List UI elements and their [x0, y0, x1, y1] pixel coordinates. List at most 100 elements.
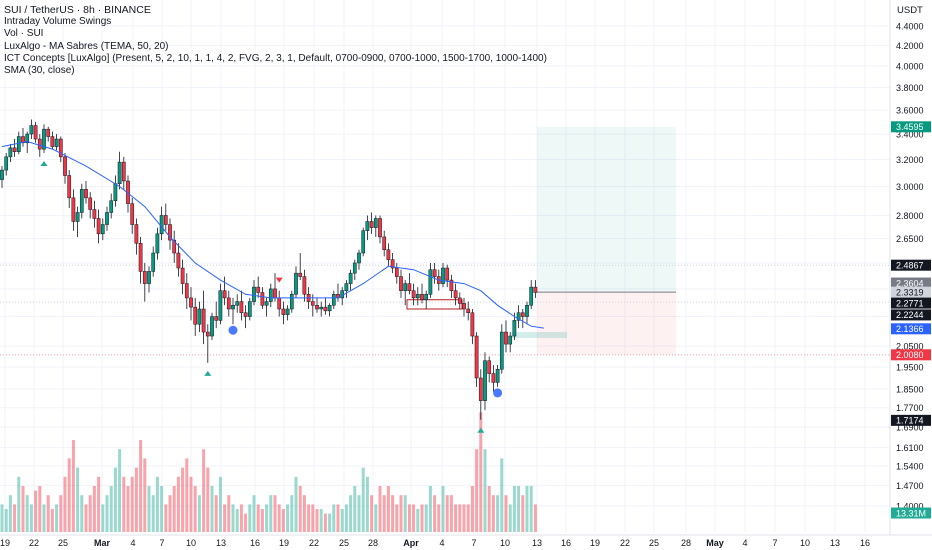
candle-body	[487, 360, 492, 374]
volume-bar	[76, 467, 80, 532]
volume-bar	[113, 467, 117, 532]
candle-body	[29, 125, 34, 135]
sabre-marker	[228, 325, 238, 335]
candle-body	[289, 294, 294, 310]
volume-bar	[13, 504, 17, 532]
candle-body	[134, 224, 139, 244]
symbol-title[interactable]: SUI / TetherUS · 8h · BINANCE	[4, 4, 151, 16]
time-tick-label: Mar	[94, 538, 111, 548]
price-tick-label: 2.8000	[896, 211, 924, 221]
currency-label[interactable]: USDT	[897, 5, 923, 16]
candle-body	[231, 305, 235, 310]
indicator-volume[interactable]: Vol · SUI	[4, 28, 44, 40]
candle-body	[348, 272, 353, 284]
grid	[0, 0, 890, 532]
candle-body	[25, 133, 30, 144]
candle-body	[331, 294, 336, 306]
volume-bar	[512, 486, 516, 532]
indicator-intraday-volume-swings[interactable]: Intraday Volume Swings	[4, 16, 112, 28]
time-tick-label: 25	[58, 538, 68, 548]
volume-bar	[454, 504, 458, 532]
price-tick-label: 4.2000	[896, 41, 924, 51]
volume-bar	[55, 504, 59, 532]
candle-body	[121, 161, 126, 182]
price-label-text: 2.3604	[896, 278, 924, 288]
volume-bar	[88, 495, 92, 532]
candle-body	[50, 136, 55, 147]
volume-bar	[197, 495, 201, 532]
candle-body	[327, 305, 332, 312]
candle-body	[16, 136, 21, 152]
candle-body	[109, 200, 114, 213]
volume-bar	[25, 495, 29, 532]
candle-body	[508, 335, 513, 345]
volume-bar	[529, 486, 533, 532]
volume-bar	[424, 504, 428, 532]
candle-body	[247, 301, 252, 317]
candle-body	[407, 283, 412, 291]
candle-body	[184, 283, 189, 299]
candle-body	[222, 290, 227, 299]
candle-body	[193, 306, 198, 325]
volume-bar	[382, 495, 386, 532]
volume-bar	[38, 486, 42, 532]
volume-bar	[101, 504, 105, 532]
price-label-text: 2.1366	[896, 324, 924, 334]
volume-bar	[294, 476, 298, 532]
candle-body	[96, 218, 101, 235]
candle-body	[12, 147, 17, 152]
volume-bar	[437, 504, 441, 532]
volume-bar	[206, 467, 210, 532]
candle-body	[46, 128, 51, 137]
indicator-sma[interactable]: SMA (30, close)	[4, 65, 75, 77]
volume-bar	[126, 486, 130, 532]
candle-body	[138, 243, 143, 272]
fvg-zone	[511, 332, 567, 339]
time-axis-bg	[0, 535, 890, 550]
volume-bar	[4, 509, 8, 532]
volume-bar	[265, 504, 269, 532]
position-zones	[0, 126, 890, 356]
volume-bar	[374, 504, 378, 532]
candle-body	[88, 197, 93, 210]
price-label-text: 3.4595	[896, 122, 924, 132]
candle-body	[226, 297, 231, 310]
price-tick-label: 3.8000	[896, 83, 924, 93]
price-tick-label: 1.8500	[896, 385, 924, 395]
price-label-text: 2.2244	[896, 310, 924, 320]
volume-bar	[84, 504, 88, 532]
indicator-ict-concepts[interactable]: ICT Concepts [LuxAlgo] (Present, 5, 2, 1…	[4, 52, 547, 64]
indicator-ma-sabres[interactable]: LuxAlgo - MA Sabres (TEMA, 50, 20)	[4, 40, 169, 52]
candle-body	[189, 297, 193, 308]
volume-bar	[244, 513, 248, 532]
price-tick-label: 3.2000	[896, 155, 924, 165]
time-tick-label: 16	[250, 538, 260, 548]
candle-body	[474, 335, 479, 379]
volume-bar	[17, 476, 21, 532]
volume-bar	[403, 495, 407, 532]
volume-bar	[277, 504, 281, 532]
volume-bar	[105, 495, 109, 532]
volume-bar	[168, 495, 172, 532]
candle-body	[8, 147, 13, 158]
price-label-text: 13.31M	[896, 508, 926, 518]
candle-body	[411, 290, 416, 299]
volume-bar	[517, 486, 521, 532]
volume-bar	[458, 504, 462, 532]
candle-body	[390, 259, 395, 269]
price-tick-label: 3.4000	[896, 130, 924, 140]
candle-body	[235, 301, 240, 306]
candle-body	[205, 331, 210, 337]
price-axis[interactable]: 4.4000 4.2000 4.0000 3.8000 3.6000 3.4000 3.20…	[889, 0, 932, 550]
volume-bar	[475, 449, 479, 532]
candle-body	[298, 272, 303, 277]
candle-body	[453, 290, 458, 299]
price-tick-label: 3.6000	[896, 106, 924, 116]
volume-bar	[155, 476, 159, 532]
candle-body	[218, 290, 223, 321]
time-axis[interactable]: 19 22 25 Mar 4 7 10 13 16 19 22 25 28 Apr 4 7 10 13 16 19 22…	[0, 534, 932, 550]
volume-bar	[412, 504, 416, 532]
volume-bar	[349, 495, 353, 532]
price-tick-label: 2.6500	[896, 234, 924, 244]
